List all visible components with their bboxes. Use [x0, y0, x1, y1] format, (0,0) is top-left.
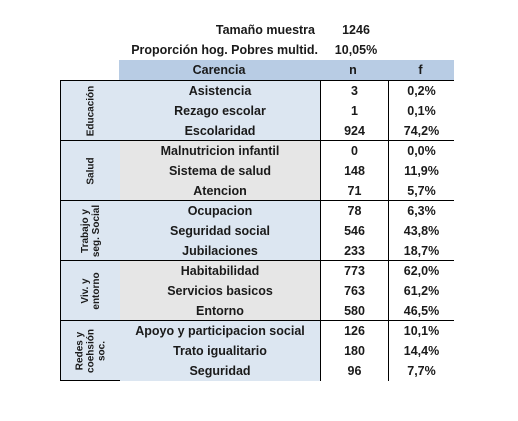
f-cell: 46,5% [388, 301, 454, 321]
f-cell: 0,1% [388, 101, 454, 121]
n-cell: 580 [320, 301, 388, 321]
carencia-cell: Rezago escolar [174, 104, 266, 118]
group-label: Educación [85, 85, 96, 136]
table-row: Seguridad social 546 43,8% [120, 221, 454, 241]
table-row: Servicios basicos 763 61,2% [120, 281, 454, 301]
header-n: n [349, 63, 357, 77]
f-cell: 74,2% [388, 121, 454, 141]
carencia-cell: Sistema de salud [168, 164, 272, 178]
n-cell: 773 [320, 261, 388, 281]
n-cell: 0 [320, 141, 388, 161]
table-row: Sistema de salud 148 11,9% [120, 161, 454, 181]
n-cell: 763 [320, 281, 388, 301]
table-row: Rezago escolar 1 0,1% [120, 101, 454, 121]
carencia-cell: Jubilaciones [182, 244, 258, 258]
group-label-cell: Trabajo y seg. Social [61, 201, 121, 260]
n-cell: 3 [320, 81, 388, 101]
group-label: Viv. y entorno [79, 271, 102, 310]
n-cell: 546 [320, 221, 388, 241]
carencia-cell: Seguridad [189, 364, 251, 378]
table-group: Educación Asistencia 3 0,2% Rezago escolar 1 0… [60, 80, 454, 141]
f-cell: 14,4% [388, 341, 454, 361]
f-cell: 18,7% [388, 241, 454, 261]
f-cell: 5,7% [388, 181, 454, 201]
n-cell: 78 [320, 201, 388, 221]
carencia-cell: Atencion [193, 184, 247, 198]
n-cell: 126 [320, 321, 388, 341]
n-cell: 924 [320, 121, 388, 141]
n-cell: 71 [320, 181, 388, 201]
table-header: Carencia n f [119, 60, 454, 80]
f-cell: 11,9% [388, 161, 454, 181]
f-cell: 0,2% [388, 81, 454, 101]
carencia-cell: Seguridad social [169, 224, 271, 238]
f-cell: 10,1% [388, 321, 454, 341]
carencia-cell: Entorno [196, 304, 244, 318]
n-cell: 96 [320, 361, 388, 381]
table-row: Jubilaciones 233 18,7% [120, 241, 454, 261]
table-row: Malnutricion infantil 0 0,0% [120, 141, 454, 161]
carencia-cell: Apoyo y participacion social [135, 324, 305, 338]
table-row: Seguridad 96 7,7% [120, 361, 454, 381]
group-label-cell: Redes y coehsión soc. [61, 321, 121, 380]
table-row: Escolaridad 924 74,2% [120, 121, 454, 141]
group-label: Trabajo y seg. Social [79, 204, 102, 257]
group-label-cell: Salud [61, 141, 121, 200]
carencia-cell: Malnutricion infantil [160, 144, 280, 158]
table-row: Ocupacion 78 6,3% [120, 201, 454, 221]
poverty-proportion-value: 10,05% [334, 43, 378, 57]
table-row: Apoyo y participacion social 126 10,1% [120, 321, 454, 341]
sample-size-value: 1246 [342, 23, 370, 37]
sample-size-row: Tamaño muestra 1246 [0, 20, 518, 40]
carencia-cell: Asistencia [188, 84, 252, 98]
n-cell: 180 [320, 341, 388, 361]
f-cell: 62,0% [388, 261, 454, 281]
sample-size-label: Tamaño muestra [215, 23, 315, 37]
table-row: Habitabilidad 773 62,0% [120, 261, 454, 281]
n-cell: 1 [320, 101, 388, 121]
table-group: Redes y coehsión soc. Apoyo y participaci… [60, 320, 454, 381]
group-label-cell: Educación [61, 81, 121, 140]
table-row: Asistencia 3 0,2% [120, 81, 454, 101]
table-group: Viv. y entorno Habitabilidad 773 62,0% Servi… [60, 260, 454, 321]
carencia-cell: Ocupacion [187, 204, 253, 218]
n-cell: 233 [320, 241, 388, 261]
poverty-proportion-row: Proporción hog. Pobres multid. 10,05% [0, 40, 518, 60]
poverty-proportion-label: Proporción hog. Pobres multid. [131, 43, 318, 57]
table-group: Trabajo y seg. Social Ocupacion 78 6,3% Segu… [60, 200, 454, 261]
f-cell: 43,8% [388, 221, 454, 241]
header-f: f [418, 63, 423, 77]
group-label-cell: Viv. y entorno [61, 261, 121, 320]
table-row: Entorno 580 46,5% [120, 301, 454, 321]
group-label: Salud [85, 156, 96, 185]
carencia-cell: Escolaridad [184, 124, 256, 138]
f-cell: 6,3% [388, 201, 454, 221]
n-cell: 148 [320, 161, 388, 181]
table-group: Salud Malnutricion infantil 0 0,0% Sistema d… [60, 140, 454, 201]
header-carencia: Carencia [192, 63, 246, 77]
f-cell: 7,7% [388, 361, 454, 381]
f-cell: 61,2% [388, 281, 454, 301]
table-row: Atencion 71 5,7% [120, 181, 454, 201]
carencia-cell: Trato igualitario [173, 344, 267, 358]
carencia-cell: Servicios basicos [167, 284, 273, 298]
table-row: Trato igualitario 180 14,4% [120, 341, 454, 361]
group-label: Redes y coehsión soc. [74, 328, 107, 373]
carencia-cell: Habitabilidad [180, 264, 260, 278]
f-cell: 0,0% [388, 141, 454, 161]
